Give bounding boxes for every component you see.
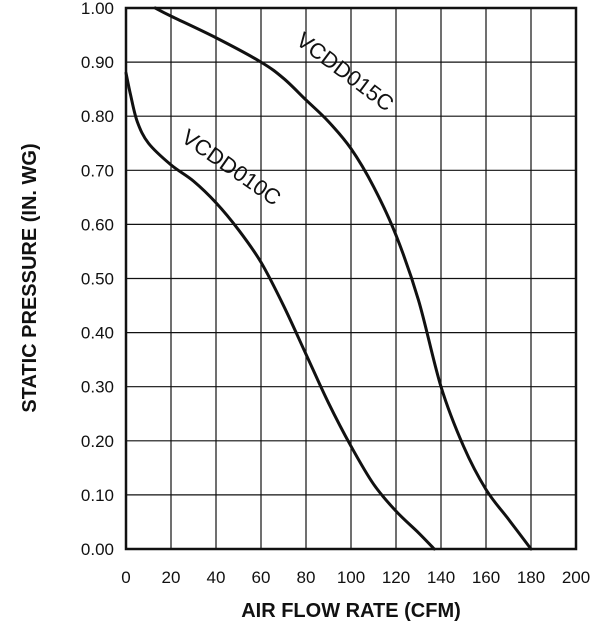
y-tick-label: 0.70 — [81, 161, 114, 180]
y-tick-label: 0.40 — [81, 324, 114, 343]
y-tick-labels: 0.00 0.10 0.20 0.30 0.40 0.50 0.60 0.70 0.80 0.90… — [81, 0, 114, 559]
x-tick-label: 160 — [472, 568, 500, 587]
x-tick-label: 60 — [252, 568, 271, 587]
x-tick-label: 120 — [382, 568, 410, 587]
y-axis-title: STATIC PRESSURE (IN. WG) — [19, 143, 41, 412]
y-tick-label: 0.50 — [81, 270, 114, 289]
performance-curves — [124, 6, 533, 551]
grid-lines — [126, 8, 576, 549]
series-label-vcdd010c: VCDD010C — [177, 124, 286, 210]
x-tick-label: 140 — [427, 568, 455, 587]
y-tick-label: 1.00 — [81, 0, 114, 18]
plot-frame — [124, 6, 578, 551]
y-tick-label: 0.80 — [81, 107, 114, 126]
series-line-vcdd015c — [153, 6, 533, 551]
y-tick-label: 0.10 — [81, 486, 114, 505]
x-tick-label: 20 — [162, 568, 181, 587]
y-tick-label: 0.60 — [81, 215, 114, 234]
x-tick-label: 100 — [337, 568, 365, 587]
series-line-vcdd010c — [124, 71, 436, 551]
x-axis-title: AIR FLOW RATE (CFM) — [241, 600, 461, 622]
y-tick-label: 0.90 — [81, 53, 114, 72]
y-tick-label: 0.30 — [81, 378, 114, 397]
y-tick-label: 0.20 — [81, 432, 114, 451]
x-tick-label: 0 — [121, 568, 130, 587]
x-tick-label: 200 — [562, 568, 590, 587]
x-tick-label: 180 — [517, 568, 545, 587]
x-tick-label: 40 — [207, 568, 226, 587]
x-tick-labels: 0 20 40 60 80 100 120 140 160 180 200 — [121, 568, 590, 587]
y-tick-label: 0.00 — [81, 540, 114, 559]
x-tick-label: 80 — [297, 568, 316, 587]
